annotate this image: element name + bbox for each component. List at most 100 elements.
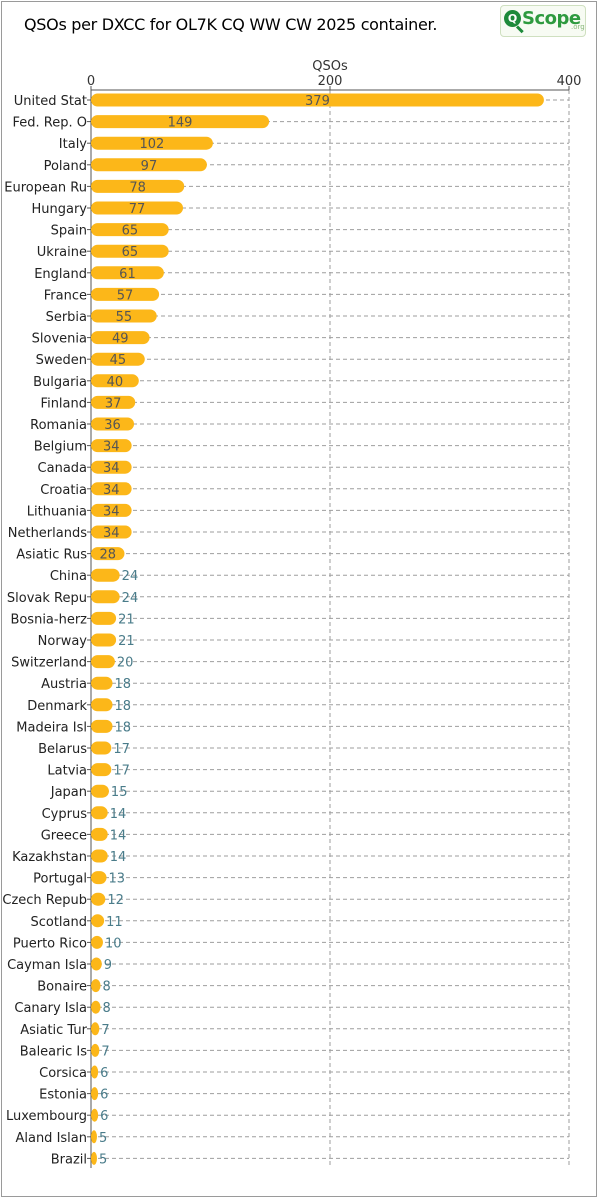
bar-value-label: 34 xyxy=(103,504,120,519)
bar-value-label: 14 xyxy=(110,807,127,822)
magnifier-icon: Q xyxy=(504,10,521,27)
category-label: Japan xyxy=(50,785,87,800)
category-label: Estonia xyxy=(39,1088,87,1103)
bar-value-label: 78 xyxy=(129,180,146,195)
bar xyxy=(91,331,150,345)
category-label: European Ru xyxy=(4,180,87,195)
category-label: Switzerland xyxy=(11,656,87,671)
category-label: Ukraine xyxy=(37,245,87,260)
category-label: Scotland xyxy=(30,915,87,930)
bar xyxy=(91,892,106,906)
bar xyxy=(91,611,117,625)
bar-value-label: 6 xyxy=(100,1066,108,1081)
category-label: Canary Isla xyxy=(14,1001,87,1016)
bar xyxy=(91,849,108,863)
bar xyxy=(91,266,164,280)
bar xyxy=(91,1087,99,1101)
category-label: Aland Islan xyxy=(15,1131,87,1146)
qscope-logo[interactable]: Q Scope .org xyxy=(500,5,586,37)
bar xyxy=(91,374,139,388)
category-label: Romania xyxy=(30,418,87,433)
bar-value-label: 14 xyxy=(110,828,127,843)
category-label: China xyxy=(50,569,87,584)
bar-value-label: 17 xyxy=(113,764,130,779)
bar xyxy=(91,698,113,712)
bar-value-label: 65 xyxy=(122,224,139,239)
bar-value-label: 28 xyxy=(99,548,116,563)
bar xyxy=(91,93,544,107)
bar-value-label: 57 xyxy=(117,288,134,303)
bar-value-label: 18 xyxy=(115,720,132,735)
bar-value-label: 18 xyxy=(115,699,132,714)
category-label: Latvia xyxy=(47,764,87,779)
bar xyxy=(91,460,132,474)
bar xyxy=(91,568,120,582)
bar-value-label: 34 xyxy=(103,461,120,476)
bar-value-label: 21 xyxy=(118,634,135,649)
bar-value-label: 34 xyxy=(103,483,120,498)
category-label: Hungary xyxy=(31,202,87,217)
bar xyxy=(91,201,184,215)
category-label: Serbia xyxy=(46,310,87,325)
bar xyxy=(91,525,132,539)
bar xyxy=(91,633,117,647)
bar-value-label: 61 xyxy=(119,267,136,282)
bar xyxy=(91,806,108,820)
bar xyxy=(91,309,157,323)
bar xyxy=(91,957,102,971)
bar xyxy=(91,223,169,237)
bar-value-label: 102 xyxy=(140,137,165,152)
bar-value-label: 379 xyxy=(305,94,330,109)
bar-value-label: 5 xyxy=(99,1131,107,1146)
x-tick-label: 200 xyxy=(318,74,343,89)
category-label: Czech Repub xyxy=(2,893,87,908)
category-label: Sweden xyxy=(36,353,87,368)
category-label: Belgium xyxy=(34,440,87,455)
bar-value-label: 8 xyxy=(103,1001,111,1016)
bar xyxy=(91,115,270,129)
bar-value-label: 5 xyxy=(99,1152,107,1167)
x-axis-title: QSOs xyxy=(312,59,348,74)
bar-value-label: 6 xyxy=(100,1088,108,1103)
category-label: Asiatic Rus xyxy=(16,548,87,563)
category-label: Cayman Isla xyxy=(7,958,87,973)
bar-value-label: 14 xyxy=(110,850,127,865)
category-label: Luxembourg xyxy=(6,1109,87,1124)
bar xyxy=(91,1065,99,1079)
category-label: Greece xyxy=(41,828,87,843)
logo-wordmark: Scope xyxy=(522,8,581,29)
bar-value-label: 12 xyxy=(107,893,124,908)
bar xyxy=(91,417,135,431)
bar-value-label: 34 xyxy=(103,526,120,541)
category-label: Balearic Is xyxy=(20,1044,88,1059)
bar xyxy=(91,1043,100,1057)
bar xyxy=(91,1000,101,1014)
bar-value-label: 8 xyxy=(103,980,111,995)
category-label: Spain xyxy=(51,224,87,239)
bar-value-label: 55 xyxy=(116,310,133,325)
bar-value-label: 9 xyxy=(104,958,112,973)
category-label: Poland xyxy=(44,159,87,174)
bar-value-label: 7 xyxy=(101,1023,109,1038)
bar-value-label: 10 xyxy=(105,936,122,951)
bar xyxy=(91,763,112,777)
bar xyxy=(91,914,105,928)
category-label: Cyprus xyxy=(42,807,88,822)
bar xyxy=(91,503,132,517)
bar xyxy=(91,590,120,604)
bar xyxy=(91,1108,99,1122)
category-label: Norway xyxy=(38,634,88,649)
category-label: Finland xyxy=(41,396,87,411)
bar-value-label: 7 xyxy=(101,1044,109,1059)
bar-value-label: 36 xyxy=(104,418,121,433)
bar-value-label: 65 xyxy=(122,245,139,260)
category-label: Croatia xyxy=(40,483,87,498)
bar xyxy=(91,352,145,366)
bar-value-label: 97 xyxy=(141,159,158,174)
bar xyxy=(91,1151,97,1165)
category-label: England xyxy=(34,267,87,282)
category-label: Bonaire xyxy=(37,980,87,995)
category-label: Belarus xyxy=(38,742,87,757)
bar xyxy=(91,287,160,301)
category-label: Kazakhstan xyxy=(12,850,87,865)
